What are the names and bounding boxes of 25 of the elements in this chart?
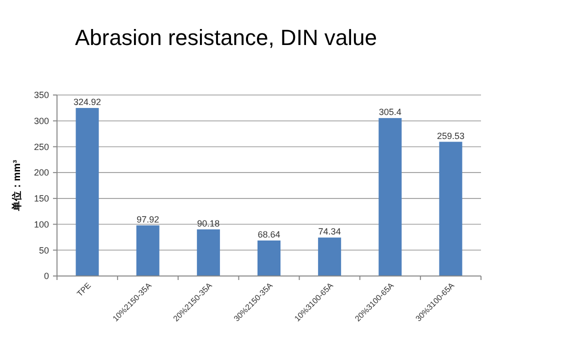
bar bbox=[76, 108, 99, 276]
data-label: 74.34 bbox=[318, 226, 341, 237]
data-label: 259.53 bbox=[436, 130, 464, 141]
data-label: 97.92 bbox=[136, 214, 160, 224]
bar bbox=[378, 118, 402, 276]
data-label: 90.18 bbox=[197, 218, 220, 228]
y-tick-label: 200 bbox=[34, 168, 49, 178]
chart-title: Abrasion resistance, DIN value bbox=[75, 25, 378, 50]
y-tick-label: 300 bbox=[34, 116, 49, 126]
data-label: 305.4 bbox=[378, 107, 402, 118]
bar bbox=[439, 142, 462, 276]
y-tick-label: 50 bbox=[38, 245, 49, 256]
x-tick-label: TPE bbox=[75, 281, 93, 298]
y-tick-label: 250 bbox=[34, 142, 49, 152]
y-tick-label: 150 bbox=[34, 194, 49, 204]
bar bbox=[318, 238, 342, 276]
data-label: 324.92 bbox=[74, 96, 102, 107]
y-axis-title: 单位：mm³ bbox=[11, 159, 23, 212]
y-tick-label: 350 bbox=[34, 90, 49, 100]
y-tick-label: 100 bbox=[34, 219, 49, 230]
bar bbox=[257, 240, 281, 276]
bar bbox=[196, 229, 220, 276]
bar bbox=[136, 225, 160, 276]
data-label: 68.64 bbox=[258, 230, 280, 240]
y-tick-label: 0 bbox=[44, 271, 49, 282]
